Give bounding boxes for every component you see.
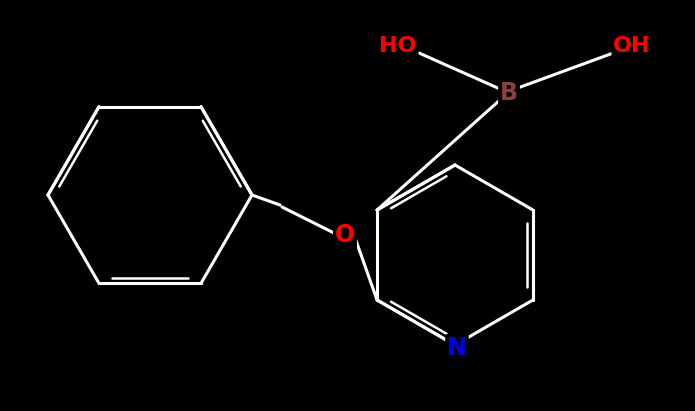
Text: OH: OH [613, 36, 651, 56]
Text: B: B [500, 81, 518, 105]
Text: N: N [447, 336, 467, 360]
Text: O: O [335, 223, 355, 247]
Text: HO: HO [379, 36, 417, 56]
